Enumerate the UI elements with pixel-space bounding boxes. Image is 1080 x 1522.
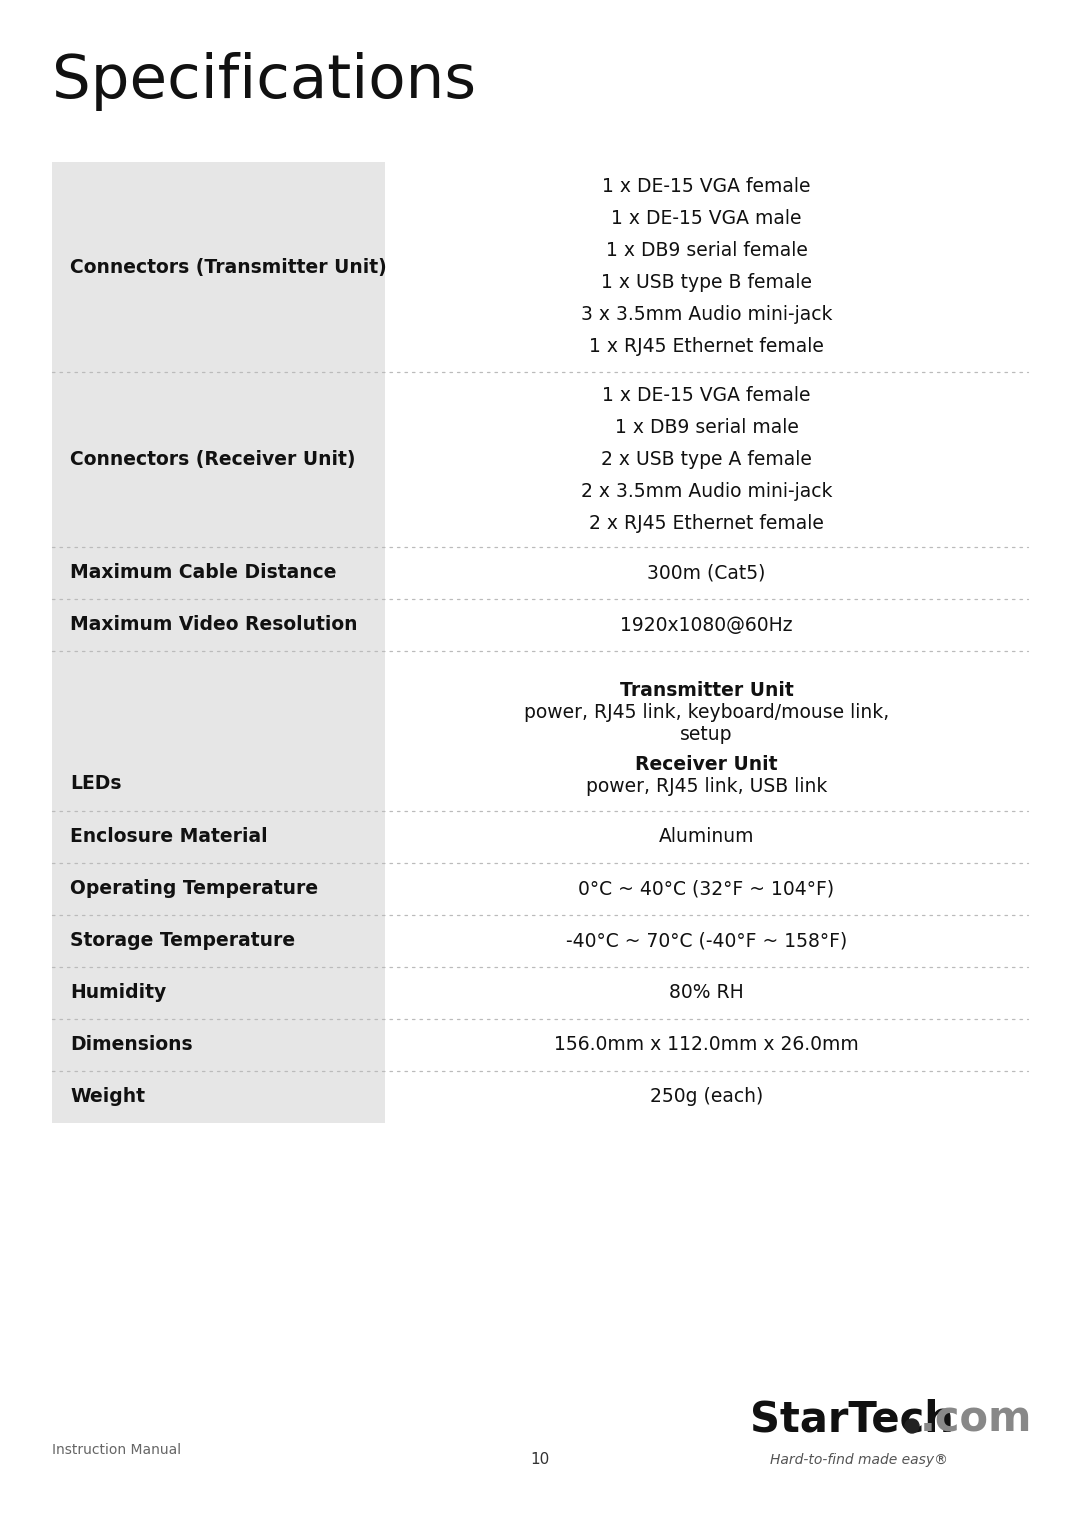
Text: Connectors (Receiver Unit): Connectors (Receiver Unit): [70, 451, 355, 469]
Text: 1 x USB type B female: 1 x USB type B female: [600, 274, 812, 292]
Text: -40°C ~ 70°C (-40°F ~ 158°F): -40°C ~ 70°C (-40°F ~ 158°F): [566, 931, 847, 951]
Bar: [52, 863, 384, 915]
Text: Dimensions: Dimensions: [70, 1035, 192, 1055]
Bar: [52, 546, 384, 600]
Text: Humidity: Humidity: [70, 983, 166, 1003]
Text: StarTech: StarTech: [750, 1399, 954, 1441]
Text: Specifications: Specifications: [52, 52, 476, 111]
Bar: [52, 1020, 384, 1071]
Text: 1 x DE-15 VGA female: 1 x DE-15 VGA female: [603, 387, 811, 405]
Text: 300m (Cat5): 300m (Cat5): [647, 563, 766, 583]
Text: Storage Temperature: Storage Temperature: [70, 931, 295, 951]
Text: 3 x 3.5mm Audio mini-jack: 3 x 3.5mm Audio mini-jack: [581, 306, 833, 324]
Text: 1 x DB9 serial female: 1 x DB9 serial female: [606, 242, 808, 260]
Text: Connectors (Transmitter Unit): Connectors (Transmitter Unit): [70, 257, 387, 277]
Circle shape: [905, 1419, 919, 1434]
Text: Aluminum: Aluminum: [659, 828, 754, 846]
Text: Instruction Manual: Instruction Manual: [52, 1443, 181, 1457]
Text: 1 x DE-15 VGA male: 1 x DE-15 VGA male: [611, 210, 801, 228]
Text: power, RJ45 link, USB link: power, RJ45 link, USB link: [585, 778, 827, 796]
Text: 1 x DB9 serial male: 1 x DB9 serial male: [615, 419, 798, 437]
Text: 10: 10: [530, 1452, 550, 1467]
Bar: [52, 600, 384, 651]
Text: Operating Temperature: Operating Temperature: [70, 880, 319, 898]
Bar: [52, 966, 384, 1020]
Bar: [52, 651, 384, 811]
Text: power, RJ45 link, keyboard/mouse link,
setup: power, RJ45 link, keyboard/mouse link, s…: [524, 703, 889, 744]
Text: 80% RH: 80% RH: [670, 983, 744, 1003]
Text: Enclosure Material: Enclosure Material: [70, 828, 268, 846]
Text: 2 x USB type A female: 2 x USB type A female: [602, 451, 812, 469]
Text: LEDs: LEDs: [70, 775, 121, 793]
Text: 1 x RJ45 Ethernet female: 1 x RJ45 Ethernet female: [589, 338, 824, 356]
Text: Transmitter Unit: Transmitter Unit: [620, 680, 794, 700]
Bar: [52, 915, 384, 966]
Bar: [52, 161, 384, 371]
Text: .com: .com: [920, 1399, 1032, 1441]
Text: 0°C ~ 40°C (32°F ~ 104°F): 0°C ~ 40°C (32°F ~ 104°F): [579, 880, 835, 898]
Text: 156.0mm x 112.0mm x 26.0mm: 156.0mm x 112.0mm x 26.0mm: [554, 1035, 859, 1055]
Text: Hard-to-find made easy®: Hard-to-find made easy®: [770, 1454, 948, 1467]
Text: Maximum Cable Distance: Maximum Cable Distance: [70, 563, 337, 583]
Text: 1920x1080@60Hz: 1920x1080@60Hz: [620, 615, 793, 635]
Text: 2 x 3.5mm Audio mini-jack: 2 x 3.5mm Audio mini-jack: [581, 482, 833, 501]
Text: 1 x DE-15 VGA female: 1 x DE-15 VGA female: [603, 178, 811, 196]
Bar: [52, 1071, 384, 1123]
Text: 2 x RJ45 Ethernet female: 2 x RJ45 Ethernet female: [589, 514, 824, 533]
Text: Receiver Unit: Receiver Unit: [635, 755, 778, 775]
Bar: [52, 811, 384, 863]
Text: Weight: Weight: [70, 1088, 145, 1106]
Text: 250g (each): 250g (each): [650, 1088, 764, 1106]
Bar: [52, 371, 384, 546]
Text: Maximum Video Resolution: Maximum Video Resolution: [70, 615, 357, 635]
